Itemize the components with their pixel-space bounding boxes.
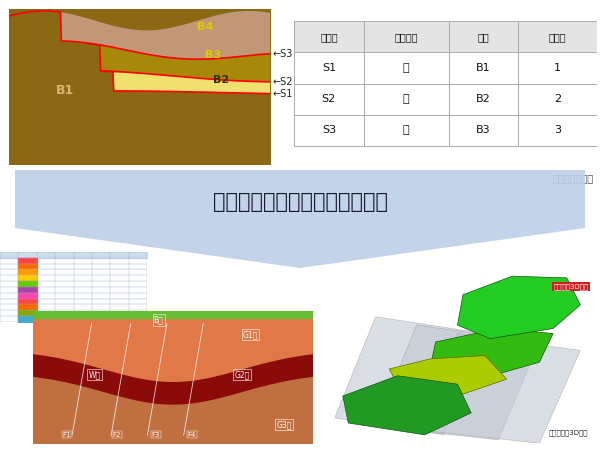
Bar bbox=[518, 53, 597, 84]
Text: 下: 下 bbox=[403, 94, 409, 104]
Text: B2: B2 bbox=[476, 94, 491, 104]
Bar bbox=[294, 53, 364, 84]
Polygon shape bbox=[430, 328, 553, 379]
Bar bbox=[518, 115, 597, 146]
Bar bbox=[449, 53, 518, 84]
Text: F1: F1 bbox=[62, 432, 71, 437]
Bar bbox=[449, 115, 518, 146]
Text: 下: 下 bbox=[403, 125, 409, 135]
Bar bbox=[294, 115, 364, 146]
Text: 貫入岩の3D分布: 貫入岩の3D分布 bbox=[553, 283, 589, 289]
Text: 3: 3 bbox=[554, 125, 561, 135]
Text: 下: 下 bbox=[403, 63, 409, 73]
Text: 地質: 地質 bbox=[478, 32, 489, 42]
Text: G2層: G2層 bbox=[235, 370, 250, 379]
Text: F3: F3 bbox=[152, 432, 160, 437]
Text: B4: B4 bbox=[197, 22, 213, 32]
Text: G3層: G3層 bbox=[277, 420, 292, 429]
Bar bbox=[364, 22, 449, 53]
Text: S1: S1 bbox=[322, 63, 336, 73]
Text: W層: W層 bbox=[88, 370, 100, 379]
Bar bbox=[364, 53, 449, 84]
Text: F2: F2 bbox=[113, 432, 121, 437]
Bar bbox=[518, 84, 597, 115]
Text: 優先順: 優先順 bbox=[549, 32, 566, 42]
Text: G1層: G1層 bbox=[243, 330, 258, 339]
Polygon shape bbox=[389, 356, 506, 396]
Text: 1: 1 bbox=[554, 63, 561, 73]
Polygon shape bbox=[376, 325, 539, 440]
Text: B層: B層 bbox=[154, 315, 163, 324]
Bar bbox=[294, 84, 364, 115]
Text: B1: B1 bbox=[56, 85, 74, 97]
Text: 2: 2 bbox=[554, 94, 561, 104]
Text: 境界面テーブル: 境界面テーブル bbox=[553, 174, 594, 184]
Text: ←S3: ←S3 bbox=[272, 49, 293, 58]
Text: B2: B2 bbox=[212, 75, 229, 85]
Text: S2: S2 bbox=[322, 94, 336, 104]
Polygon shape bbox=[458, 276, 580, 338]
Polygon shape bbox=[15, 170, 585, 268]
Bar bbox=[449, 22, 518, 53]
Text: B3: B3 bbox=[205, 50, 221, 59]
Bar bbox=[518, 22, 597, 53]
Bar bbox=[294, 22, 364, 53]
Text: F4: F4 bbox=[188, 432, 196, 437]
Bar bbox=[449, 84, 518, 115]
Polygon shape bbox=[335, 317, 485, 435]
Polygon shape bbox=[9, 11, 270, 59]
Text: ←S2: ←S2 bbox=[272, 77, 293, 87]
Text: S3: S3 bbox=[322, 125, 336, 135]
Text: B1: B1 bbox=[476, 63, 491, 73]
Text: ←S1: ←S1 bbox=[272, 89, 293, 99]
Polygon shape bbox=[416, 333, 580, 443]
Text: B3: B3 bbox=[476, 125, 491, 135]
Text: 複雑な地盤モデルを自在に表現: 複雑な地盤モデルを自在に表現 bbox=[212, 192, 388, 212]
Bar bbox=[364, 84, 449, 115]
Polygon shape bbox=[9, 11, 270, 82]
Text: 境界面: 境界面 bbox=[320, 32, 338, 42]
Text: レンズ層の3D分布: レンズ層の3D分布 bbox=[549, 430, 589, 436]
Bar bbox=[364, 115, 449, 146]
Polygon shape bbox=[343, 376, 471, 435]
Polygon shape bbox=[101, 71, 270, 94]
Text: 定義領域: 定義領域 bbox=[394, 32, 418, 42]
